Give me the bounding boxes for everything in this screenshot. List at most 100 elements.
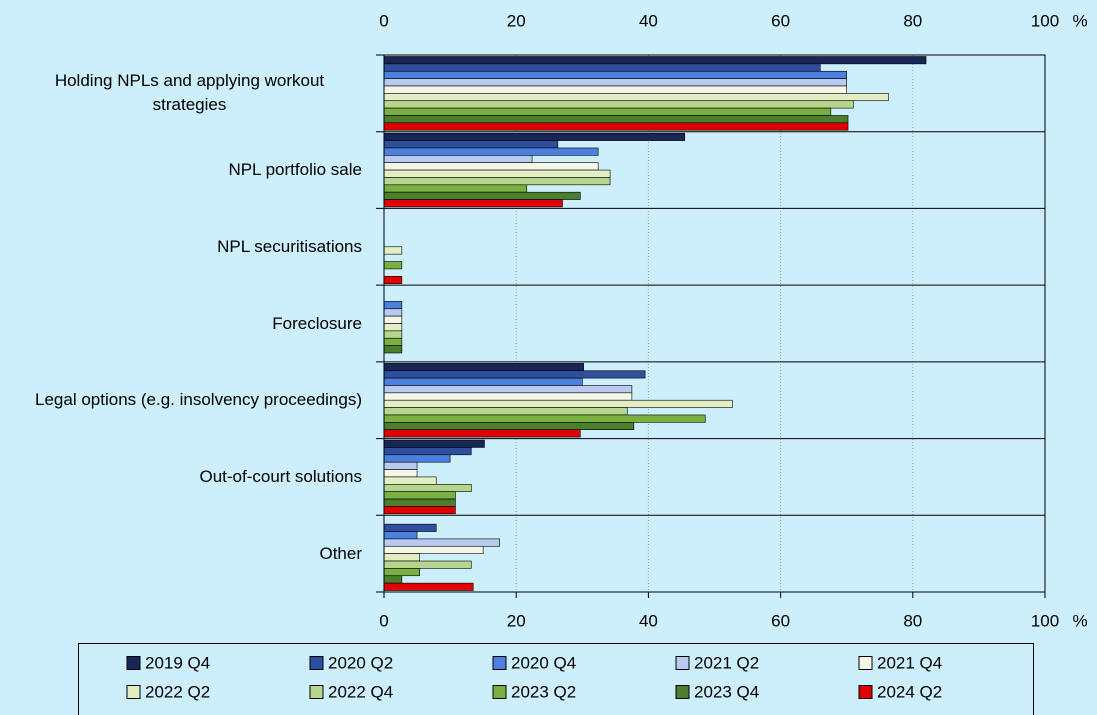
bar xyxy=(383,523,437,532)
bar xyxy=(383,308,403,317)
bar xyxy=(383,122,849,131)
bar xyxy=(383,275,403,284)
x-tick-label-top: 80 xyxy=(903,11,922,30)
x-tick-label-top: 20 xyxy=(507,11,526,30)
bar xyxy=(383,545,484,554)
legend-swatch xyxy=(309,656,324,670)
bar xyxy=(383,429,581,438)
category-label: NPL securitisations xyxy=(217,236,362,256)
legend-label: 2024 Q2 xyxy=(877,682,942,701)
legend-label: 2022 Q2 xyxy=(145,682,210,701)
bar xyxy=(383,191,581,200)
bar xyxy=(383,414,706,423)
bar xyxy=(383,568,420,577)
legend-swatch xyxy=(126,685,141,699)
bar xyxy=(383,407,628,416)
legend-label: 2022 Q4 xyxy=(328,682,393,701)
bar xyxy=(383,469,418,478)
bar xyxy=(383,155,533,163)
bar xyxy=(383,491,456,500)
bar xyxy=(383,377,583,386)
bar xyxy=(383,78,848,87)
bar xyxy=(383,115,849,124)
bar xyxy=(383,582,474,591)
category-label: Foreclosure xyxy=(272,313,362,333)
legend-label: 2021 Q2 xyxy=(694,653,759,672)
plot-frame xyxy=(383,54,1046,593)
bar xyxy=(383,560,472,569)
x-unit-top: % xyxy=(1072,11,1087,30)
bar xyxy=(383,454,451,463)
bar xyxy=(383,132,686,141)
bar xyxy=(383,575,403,584)
legend-box xyxy=(78,643,1034,715)
legend-label: 2019 Q4 xyxy=(145,653,210,672)
bar xyxy=(383,538,500,547)
x-unit-bottom: % xyxy=(1072,611,1087,630)
x-tick-label-top: 60 xyxy=(771,11,790,30)
bar xyxy=(383,370,646,379)
bar xyxy=(383,85,848,94)
bar xyxy=(383,439,485,448)
bar xyxy=(383,483,472,492)
legend-label: 2021 Q4 xyxy=(877,653,942,672)
bar xyxy=(383,56,927,65)
bar xyxy=(383,476,437,485)
bar xyxy=(383,447,472,456)
x-tick-label-bottom: 40 xyxy=(639,611,658,630)
bar xyxy=(383,199,563,208)
x-tick-label-bottom: 60 xyxy=(771,611,790,630)
x-tick-label-bottom: 100 xyxy=(1031,611,1059,630)
bar xyxy=(383,100,854,109)
legend-swatch xyxy=(675,685,690,699)
bar xyxy=(383,162,599,171)
bar xyxy=(383,363,584,372)
x-tick-label-bottom: 0 xyxy=(379,611,388,630)
legend-label: 2020 Q4 xyxy=(511,653,576,672)
legend-swatch xyxy=(858,685,873,699)
legend-swatch xyxy=(675,656,690,670)
bar xyxy=(383,345,403,354)
bar xyxy=(383,140,559,149)
category-label: Holding NPLs and applying workout strate… xyxy=(54,71,325,115)
bar xyxy=(383,70,848,79)
bar xyxy=(383,169,611,178)
bar xyxy=(383,63,821,72)
legend-label: 2023 Q4 xyxy=(694,682,759,701)
bar xyxy=(383,553,420,562)
bar xyxy=(383,93,889,102)
bar xyxy=(383,531,418,540)
category-label: Out-of-court solutions xyxy=(199,466,362,486)
bar xyxy=(383,422,635,431)
x-tick-label-top: 100 xyxy=(1031,11,1059,30)
bar xyxy=(383,261,403,270)
legend-swatch xyxy=(858,656,873,670)
legend-swatch xyxy=(492,685,507,699)
legend-swatch xyxy=(126,656,141,670)
x-tick-label-bottom: 80 xyxy=(903,611,922,630)
bar xyxy=(383,399,733,408)
bar xyxy=(383,147,599,156)
bar xyxy=(383,330,403,339)
x-tick-label-bottom: 20 xyxy=(507,611,526,630)
bar xyxy=(383,385,633,394)
bar xyxy=(383,461,418,470)
category-label: Other xyxy=(319,543,362,563)
legend-label: 2023 Q2 xyxy=(511,682,576,701)
bar xyxy=(383,107,832,116)
legend-label: 2020 Q2 xyxy=(328,653,393,672)
bar xyxy=(383,301,403,310)
bar xyxy=(383,177,611,186)
bar xyxy=(383,392,633,401)
bar xyxy=(383,506,456,515)
bar xyxy=(383,246,403,255)
x-tick-label-top: 0 xyxy=(379,11,388,30)
category-label: NPL portfolio sale xyxy=(228,160,362,180)
bar xyxy=(383,498,456,507)
bar xyxy=(383,315,403,324)
bar xyxy=(383,337,403,346)
category-label: Legal options (e.g. insolvency proceedin… xyxy=(35,390,362,410)
bar xyxy=(383,184,528,193)
